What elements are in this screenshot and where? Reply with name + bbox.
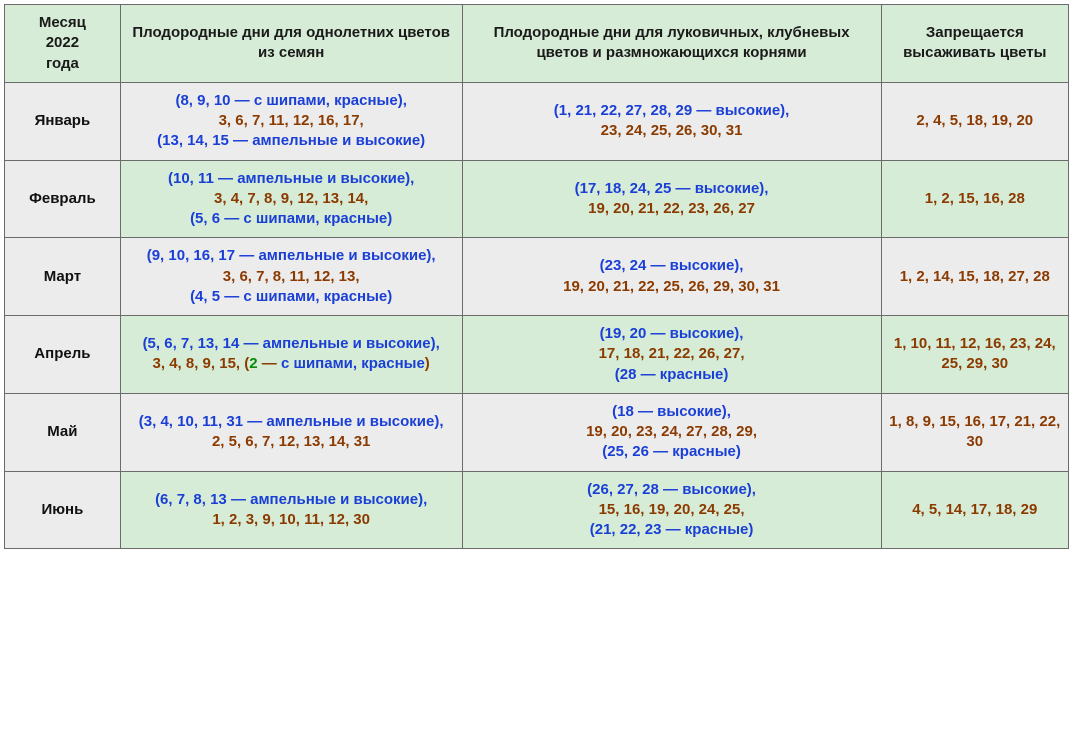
- data-cell-b: (18 — высокие),19, 20, 23, 24, 27, 28, 2…: [462, 393, 881, 471]
- data-cell-b: (23, 24 — высокие),19, 20, 21, 22, 25, 2…: [462, 238, 881, 316]
- month-cell: Февраль: [5, 160, 121, 238]
- month-cell: Апрель: [5, 316, 121, 394]
- data-cell-b: (26, 27, 28 — высокие),15, 16, 19, 20, 2…: [462, 471, 881, 549]
- data-cell-c: 1, 10, 11, 12, 16, 23, 24, 25, 29, 30: [881, 316, 1068, 394]
- header-forbidden: Запрещается высаживать цветы: [881, 5, 1068, 83]
- planting-calendar-table: Месяц2022года Плодородные дни для одноле…: [4, 4, 1069, 549]
- month-cell: Март: [5, 238, 121, 316]
- month-cell: Январь: [5, 82, 121, 160]
- table-row: Май(3, 4, 10, 11, 31 — ампельные и высок…: [5, 393, 1069, 471]
- data-cell-a: (5, 6, 7, 13, 14 — ампельные и высокие),…: [120, 316, 462, 394]
- header-annual-seeds: Плодородные дни для однолетних цветов из…: [120, 5, 462, 83]
- data-cell-b: (1, 21, 22, 27, 28, 29 — высокие),23, 24…: [462, 82, 881, 160]
- table-row: Январь(8, 9, 10 — с шипами, красные),3, …: [5, 82, 1069, 160]
- header-bulbs-tubers: Плодородные дни для луковичных, клубневы…: [462, 5, 881, 83]
- data-cell-c: 1, 8, 9, 15, 16, 17, 21, 22, 30: [881, 393, 1068, 471]
- data-cell-b: (17, 18, 24, 25 — высокие),19, 20, 21, 2…: [462, 160, 881, 238]
- data-cell-c: 2, 4, 5, 18, 19, 20: [881, 82, 1068, 160]
- data-cell-a: (3, 4, 10, 11, 31 — ампельные и высокие)…: [120, 393, 462, 471]
- table-row: Июнь(6, 7, 8, 13 — ампельные и высокие),…: [5, 471, 1069, 549]
- table-body: Январь(8, 9, 10 — с шипами, красные),3, …: [5, 82, 1069, 549]
- header-month: Месяц2022года: [5, 5, 121, 83]
- data-cell-c: 1, 2, 14, 15, 18, 27, 28: [881, 238, 1068, 316]
- table-row: Апрель(5, 6, 7, 13, 14 — ампельные и выс…: [5, 316, 1069, 394]
- table-row: Март(9, 10, 16, 17 — ампельные и высокие…: [5, 238, 1069, 316]
- data-cell-a: (8, 9, 10 — с шипами, красные),3, 6, 7, …: [120, 82, 462, 160]
- data-cell-a: (6, 7, 8, 13 — ампельные и высокие),1, 2…: [120, 471, 462, 549]
- data-cell-c: 1, 2, 15, 16, 28: [881, 160, 1068, 238]
- data-cell-a: (10, 11 — ампельные и высокие),3, 4, 7, …: [120, 160, 462, 238]
- data-cell-a: (9, 10, 16, 17 — ампельные и высокие),3,…: [120, 238, 462, 316]
- table-header: Месяц2022года Плодородные дни для одноле…: [5, 5, 1069, 83]
- data-cell-c: 4, 5, 14, 17, 18, 29: [881, 471, 1068, 549]
- month-cell: Июнь: [5, 471, 121, 549]
- table-row: Февраль(10, 11 — ампельные и высокие),3,…: [5, 160, 1069, 238]
- data-cell-b: (19, 20 — высокие),17, 18, 21, 22, 26, 2…: [462, 316, 881, 394]
- month-cell: Май: [5, 393, 121, 471]
